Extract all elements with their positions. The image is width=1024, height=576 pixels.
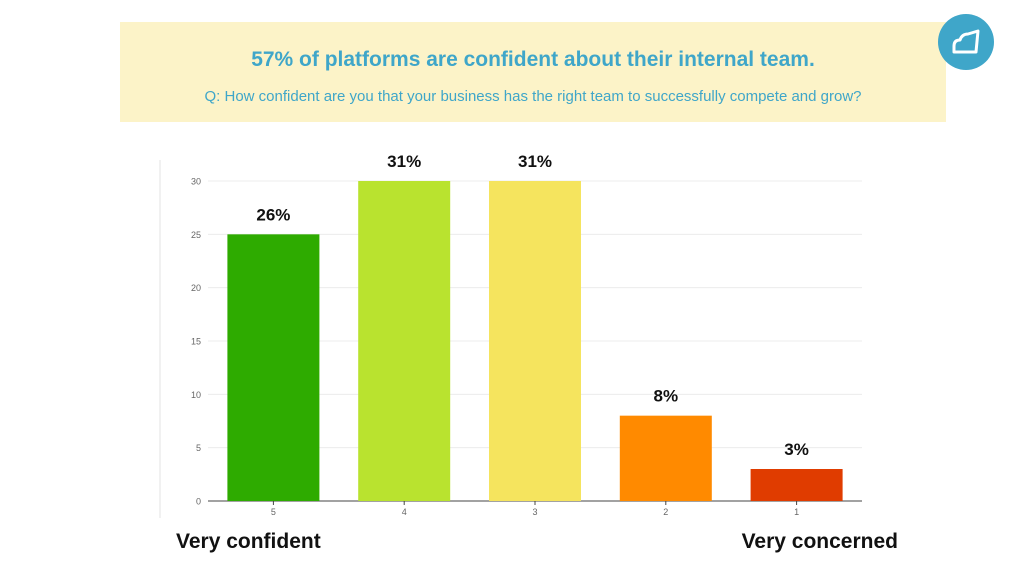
- very-concerned-label: Very concerned: [741, 530, 898, 553]
- data-label: 31%: [387, 152, 421, 171]
- cloud-logo-icon: [938, 14, 994, 70]
- x-tick-label: 2: [663, 507, 668, 517]
- y-tick-label: 10: [191, 390, 201, 400]
- bar: [227, 234, 320, 502]
- y-tick-label: 25: [191, 230, 201, 240]
- y-tick-label: 5: [196, 443, 201, 453]
- x-tick-label: 5: [271, 507, 276, 517]
- title-banner: 57% of platforms are confident about the…: [120, 22, 946, 122]
- x-tick-label: 4: [402, 507, 407, 517]
- x-tick-label: 1: [794, 507, 799, 517]
- y-tick-label: 15: [191, 337, 201, 347]
- x-tick-label: 3: [532, 507, 537, 517]
- bar: [489, 181, 581, 501]
- y-tick-label: 30: [191, 177, 201, 187]
- chart-title: 57% of platforms are confident about the…: [251, 48, 815, 71]
- bar: [358, 181, 451, 501]
- data-label: 26%: [256, 205, 290, 224]
- y-tick-label: 0: [196, 497, 201, 507]
- survey-question: Q: How confident are you that your busin…: [204, 88, 862, 105]
- bar: [619, 415, 712, 501]
- data-label: 3%: [784, 440, 809, 459]
- data-label: 8%: [654, 387, 679, 406]
- data-label: 31%: [518, 152, 552, 171]
- y-tick-label: 20: [191, 283, 201, 293]
- very-confident-label: Very confident: [176, 530, 321, 553]
- bar: [750, 469, 843, 501]
